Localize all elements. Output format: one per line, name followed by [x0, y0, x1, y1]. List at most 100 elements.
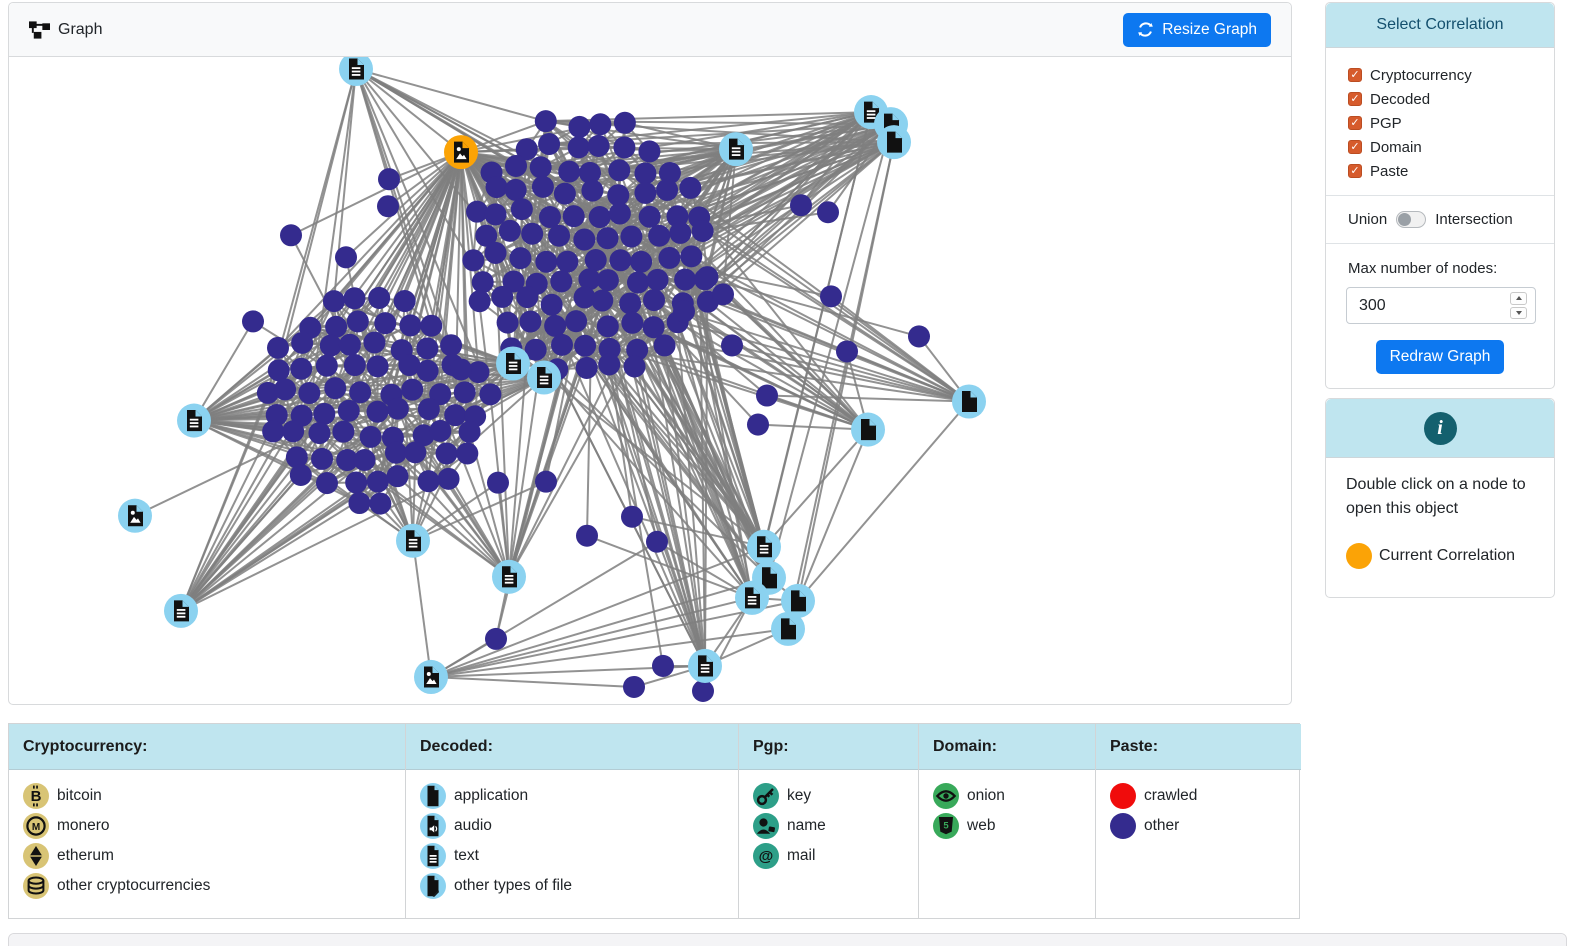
legend-item-label: onion — [967, 787, 1005, 804]
checkbox-decoded[interactable]: ✓ — [1348, 92, 1362, 106]
file-image-node[interactable] — [414, 659, 448, 694]
checkbox-domain[interactable]: ✓ — [1348, 140, 1362, 154]
legend-column: Paste: crawled other — [1096, 724, 1301, 918]
ethereum-icon — [23, 843, 49, 869]
graph-panel-title: Graph — [58, 20, 103, 38]
redraw-graph-button[interactable]: Redraw Graph — [1375, 340, 1505, 374]
legend-column: Domain: onion 5 web — [919, 724, 1096, 918]
legend-item-label: etherum — [57, 847, 114, 864]
file-text-node[interactable] — [527, 360, 561, 395]
file-text-node[interactable] — [164, 593, 198, 628]
legend-item-label: audio — [454, 817, 492, 834]
graph-svg[interactable] — [9, 57, 1291, 704]
user-tag-icon — [753, 813, 779, 839]
filter-row-paste: ✓ Paste — [1348, 159, 1554, 183]
redraw-graph-label: Redraw Graph — [1389, 348, 1491, 365]
eye-icon — [933, 783, 959, 809]
file-icon — [420, 783, 446, 809]
file-audio-icon — [420, 813, 446, 839]
bottom-panel — [8, 933, 1567, 946]
redraw-wrap: Redraw Graph — [1326, 324, 1554, 388]
legend-item: application — [420, 783, 738, 809]
file-node[interactable] — [851, 412, 885, 447]
info-icon: i — [1423, 412, 1457, 445]
legend-item-label: name — [787, 817, 826, 834]
correlation-panel: Select Correlation ✓ Cryptocurrency ✓ Decod… — [1325, 2, 1555, 389]
monero-icon: M — [23, 813, 49, 839]
legend-item: crawled — [1110, 783, 1301, 809]
legend-column-header: Decoded: — [406, 724, 738, 770]
legend-item-label: web — [967, 817, 996, 834]
legend-item: @ mail — [753, 843, 918, 869]
file-text-node[interactable] — [719, 132, 753, 167]
file-text-node[interactable] — [492, 559, 526, 594]
file-text-node[interactable] — [688, 648, 722, 683]
file-image-node[interactable] — [118, 498, 152, 533]
legend-item-label: other — [1144, 817, 1180, 834]
key-icon — [753, 783, 779, 809]
current-correlation-dot — [1346, 543, 1372, 569]
legend-item-label: monero — [57, 817, 110, 834]
legend-item-label: crawled — [1144, 787, 1198, 804]
circle-icon — [1110, 783, 1136, 809]
svg-text:B: B — [31, 788, 42, 805]
legend-item: audio — [420, 813, 738, 839]
file-node[interactable] — [771, 611, 805, 646]
circle-icon — [1110, 813, 1136, 839]
filter-label: Decoded — [1370, 90, 1431, 108]
correlation-panel-header: Select Correlation — [1326, 3, 1554, 48]
legend-item-label: mail — [787, 847, 816, 864]
spinner-down-button[interactable] — [1510, 306, 1527, 319]
filter-label: Cryptocurrency — [1370, 66, 1472, 84]
legend-column: Pgp: key name @ mail — [739, 724, 919, 918]
coins-icon — [23, 873, 49, 899]
svg-text:M: M — [32, 822, 40, 833]
filter-row-pgp: ✓ PGP — [1348, 111, 1554, 135]
file-text-node[interactable] — [735, 580, 769, 615]
number-spinner — [1510, 292, 1527, 319]
checkbox-pgp[interactable]: ✓ — [1348, 116, 1362, 130]
resize-graph-button[interactable]: Resize Graph — [1123, 12, 1271, 47]
legend-item-label: application — [454, 787, 529, 804]
legend-item: text — [420, 843, 738, 869]
filter-row-decoded: ✓ Decoded — [1348, 87, 1554, 111]
max-nodes-input-wrap — [1346, 287, 1536, 324]
graph-title: Graph — [29, 21, 102, 39]
checkbox-paste[interactable]: ✓ — [1348, 164, 1362, 178]
file-text-node[interactable] — [177, 403, 211, 438]
legend-item-label: other types of file — [454, 877, 573, 894]
max-nodes-input[interactable] — [1346, 287, 1536, 324]
info-panel-header: i — [1326, 399, 1554, 458]
current-correlation-node[interactable] — [444, 135, 478, 170]
file-text-node[interactable] — [747, 529, 781, 564]
filter-list: ✓ Cryptocurrency ✓ Decoded ✓ PGP ✓ Domain ✓ Paste — [1326, 48, 1554, 195]
file-text-icon — [420, 843, 446, 869]
file-text-node[interactable] — [339, 57, 373, 87]
filter-row-domain: ✓ Domain — [1348, 135, 1554, 159]
checkbox-cryptocurrency[interactable]: ✓ — [1348, 68, 1362, 82]
legend-column-header: Cryptocurrency: — [9, 724, 405, 770]
bottom-panel-header — [9, 934, 1566, 946]
spinner-up-button[interactable] — [1510, 292, 1527, 305]
divider — [1326, 243, 1554, 244]
union-intersection-toggle[interactable] — [1396, 211, 1427, 228]
legend-item: name — [753, 813, 918, 839]
file-text-node[interactable] — [396, 523, 430, 558]
graph-panel-header: Graph Resize Graph — [9, 3, 1291, 57]
toggle-knob — [1398, 213, 1412, 226]
file-node[interactable] — [781, 583, 815, 618]
file-node[interactable] — [877, 125, 911, 160]
chevron-down-icon — [1515, 310, 1522, 315]
graph-canvas-wrap — [9, 57, 1291, 704]
file-node[interactable] — [952, 384, 986, 419]
intersection-label: Intersection — [1435, 211, 1513, 228]
file-text-node[interactable] — [496, 346, 530, 381]
legend-item-label: bitcoin — [57, 787, 102, 804]
union-intersection-row: Union Intersection — [1326, 196, 1554, 243]
legend-item-label: key — [787, 787, 812, 804]
info-hint-text: Double click on a node to open this obje… — [1346, 476, 1526, 517]
